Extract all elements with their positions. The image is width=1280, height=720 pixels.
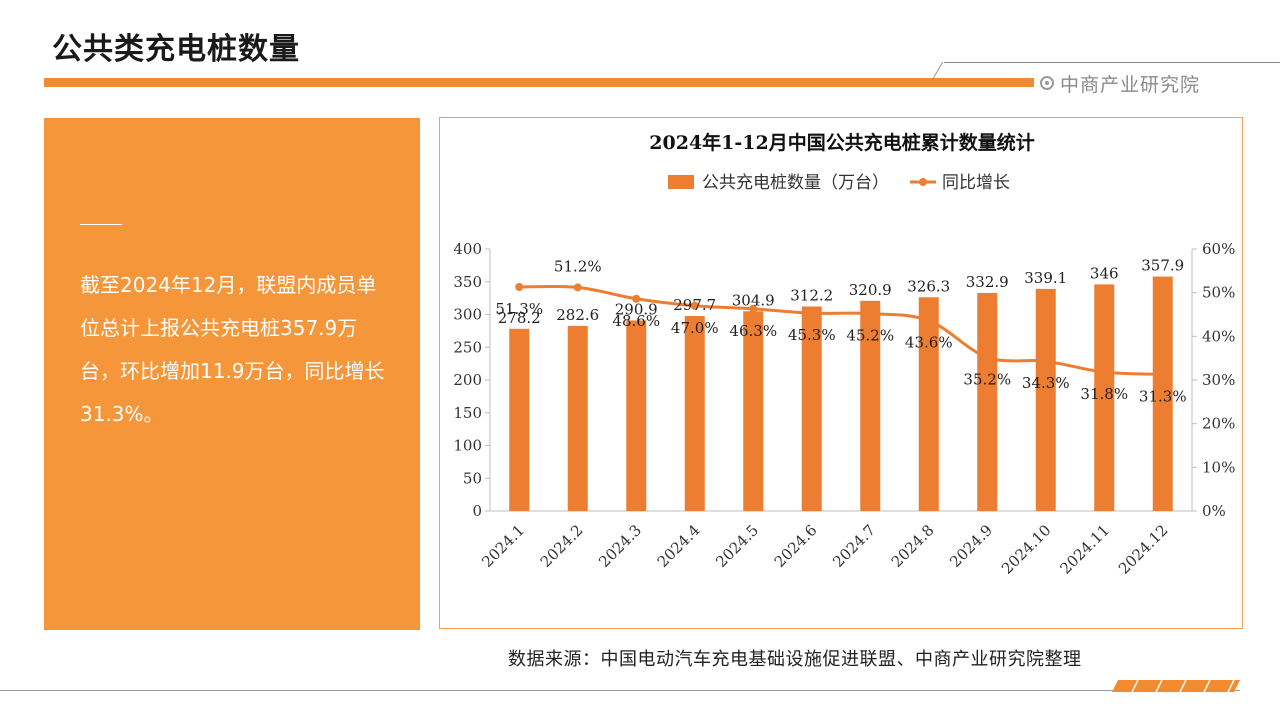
legend-line-marker xyxy=(919,178,927,186)
bar-value-label: 320.9 xyxy=(849,281,892,299)
x-tick-label: 2024.5 xyxy=(712,521,762,571)
bar-value-label: 304.9 xyxy=(732,291,775,309)
y-left-tick-label: 200 xyxy=(453,371,482,389)
y-left-tick-label: 300 xyxy=(453,306,482,324)
bar-value-label: 332.9 xyxy=(966,273,1009,291)
x-tick-label: 2024.7 xyxy=(829,521,879,571)
growth-value-label: 31.3% xyxy=(1139,387,1187,405)
growth-value-label: 45.2% xyxy=(846,327,894,345)
y-right-tick-label: 10% xyxy=(1202,458,1235,476)
growth-value-label: 43.6% xyxy=(905,334,953,352)
y-left-tick-label: 0 xyxy=(472,502,482,520)
growth-point xyxy=(515,282,524,291)
bar xyxy=(1152,276,1173,511)
bar xyxy=(918,297,939,511)
growth-value-label: 31.8% xyxy=(1080,385,1128,403)
header-stripes-decoration xyxy=(1010,78,1029,87)
y-left-tick-label: 150 xyxy=(453,404,482,422)
growth-value-label: 48.6% xyxy=(612,312,660,330)
legend-bar-label: 公共充电桩数量（万台） xyxy=(702,173,889,193)
growth-value-label: 51.2% xyxy=(554,257,602,275)
bar-value-label: 346 xyxy=(1090,264,1119,282)
header-divider-line xyxy=(944,62,1280,63)
x-tick-label: 2024.8 xyxy=(888,521,938,571)
x-tick-label: 2024.10 xyxy=(998,521,1055,578)
header-accent-bar xyxy=(44,78,1034,87)
x-tick-label: 2024.11 xyxy=(1056,521,1113,578)
x-tick-label: 2024.4 xyxy=(654,521,704,571)
growth-value-label: 46.3% xyxy=(729,322,777,340)
growth-point xyxy=(1158,370,1167,379)
footer-stripes-decoration xyxy=(1112,680,1240,692)
chart-title: 2024年1-12月中国公共充电桩累计数量统计 xyxy=(649,131,1034,154)
growth-value-label: 51.3% xyxy=(495,300,543,318)
y-right-tick-label: 50% xyxy=(1202,284,1235,302)
x-tick-label: 2024.2 xyxy=(537,521,587,571)
growth-point xyxy=(983,353,992,362)
bar-value-label: 297.7 xyxy=(673,296,716,314)
growth-point xyxy=(573,283,582,292)
growth-point xyxy=(749,304,758,313)
legend-line-label: 同比增长 xyxy=(942,173,1010,193)
y-left-tick-label: 400 xyxy=(453,240,482,258)
y-left-tick-label: 250 xyxy=(453,338,482,356)
y-right-tick-label: 30% xyxy=(1202,371,1235,389)
y-right-tick-label: 0% xyxy=(1202,502,1226,520)
chart-frame: 2024年1-12月中国公共充电桩累计数量统计公共充电桩数量（万台） 同比增长 0 5… xyxy=(439,117,1243,629)
bar xyxy=(509,328,530,511)
bar-value-label: 278.2 xyxy=(498,309,541,327)
source-note: 数据来源：中国电动汽车充电基础设施促进联盟、中商产业研究院整理 xyxy=(508,649,1082,670)
y-right-tick-label: 20% xyxy=(1202,415,1235,433)
growth-value-label: 47.0% xyxy=(671,319,719,337)
growth-value-label: 45.3% xyxy=(788,326,836,344)
bar xyxy=(860,300,881,511)
bar xyxy=(684,316,705,511)
growth-value-label: 35.2% xyxy=(963,370,1011,388)
bar xyxy=(801,306,822,511)
y-left-tick-label: 350 xyxy=(453,273,482,291)
x-tick-label: 2024.9 xyxy=(946,521,996,571)
bar xyxy=(626,320,647,511)
legend-bar-swatch xyxy=(668,175,694,189)
y-left-tick-label: 50 xyxy=(463,469,482,487)
bar-value-label: 326.3 xyxy=(907,277,950,295)
brand-name: 中商产业研究院 xyxy=(1060,73,1201,96)
bar xyxy=(1035,288,1056,511)
y-right-tick-label: 40% xyxy=(1202,327,1235,345)
x-tick-label: 2024.12 xyxy=(1115,521,1172,578)
summary-text: 截至2024年12月，联盟内成员单位总计上报公共充电桩357.9万台，环比增加1… xyxy=(80,273,385,426)
growth-point xyxy=(924,316,933,325)
y-right-tick-label: 60% xyxy=(1202,240,1235,258)
bar-value-label: 282.6 xyxy=(556,306,599,324)
growth-point xyxy=(1041,357,1050,366)
x-tick-label: 2024.3 xyxy=(595,521,645,571)
bar-value-label: 312.2 xyxy=(790,287,833,305)
x-tick-label: 2024.6 xyxy=(771,521,821,571)
bar-value-label: 339.1 xyxy=(1024,269,1067,287)
brand-logo-icon xyxy=(1040,76,1054,90)
growth-value-label: 34.3% xyxy=(1022,374,1070,392)
growth-point xyxy=(1100,368,1109,377)
bar-value-label: 357.9 xyxy=(1141,257,1184,275)
growth-point xyxy=(632,294,641,303)
growth-point xyxy=(807,309,816,318)
bar xyxy=(1094,284,1115,511)
brand: 中商产业研究院 xyxy=(1040,70,1200,96)
x-tick-label: 2024.1 xyxy=(478,521,528,571)
bar xyxy=(567,325,588,511)
growth-point xyxy=(690,301,699,310)
summary-panel: 截至2024年12月，联盟内成员单位总计上报公共充电桩357.9万台，环比增加1… xyxy=(44,118,420,630)
y-left-tick-label: 100 xyxy=(453,437,482,455)
bar xyxy=(977,292,998,511)
footer-line xyxy=(0,690,1240,691)
summary-divider xyxy=(80,224,122,225)
bar-value-label: 290.9 xyxy=(615,300,658,318)
growth-point xyxy=(866,309,875,318)
bar xyxy=(743,311,764,511)
page-title: 公共类充电桩数量 xyxy=(52,32,300,67)
